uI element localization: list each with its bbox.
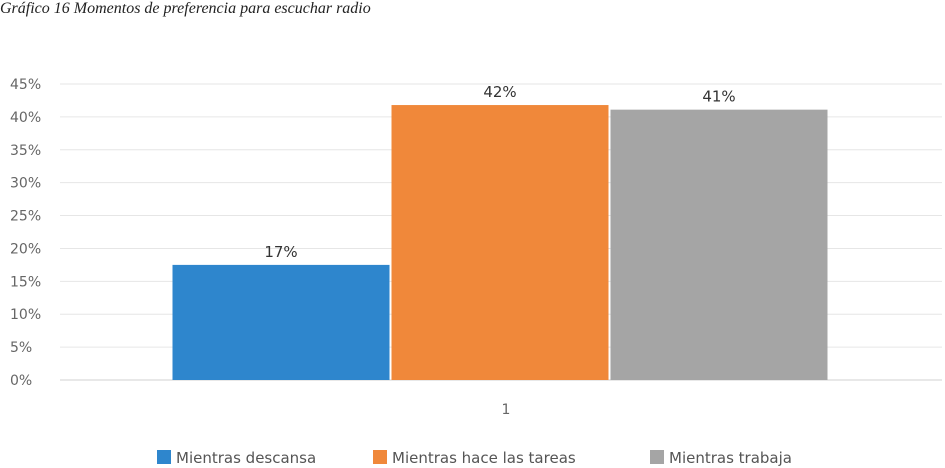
y-tick-label: 20% (10, 241, 41, 257)
y-tick-label: 10% (10, 307, 41, 323)
legend-swatch (650, 450, 664, 464)
y-axis-ticks: 0% 5% 10% 15% 20% 25% 30% 35% 40% 45% (10, 77, 41, 389)
y-tick-label: 5% (10, 340, 32, 356)
x-tick-label: 1 (502, 402, 511, 418)
legend-swatch (373, 450, 387, 464)
y-tick-label: 40% (10, 110, 41, 126)
bars (172, 105, 828, 381)
legend-label: Mientras descansa (176, 449, 316, 467)
data-labels: 17% 42% 41% (264, 83, 735, 261)
legend: Mientras descansa Mientras hace las tarea… (157, 449, 792, 467)
y-tick-label: 0% (10, 373, 32, 389)
x-axis-ticks: 1 (502, 402, 511, 418)
legend-label: Mientras hace las tareas (392, 449, 576, 467)
y-tick-label: 45% (10, 77, 41, 93)
y-tick-label: 25% (10, 209, 41, 225)
y-tick-label: 35% (10, 143, 41, 159)
legend-label: Mientras trabaja (669, 449, 792, 467)
data-label: 41% (702, 88, 735, 106)
y-tick-label: 30% (10, 176, 41, 192)
y-tick-label: 15% (10, 274, 41, 290)
data-label: 42% (483, 83, 516, 101)
bar-2 (391, 105, 609, 380)
bar-3 (610, 109, 828, 381)
legend-swatch (157, 450, 171, 464)
figure-caption: Gráfico 16 Momentos de preferencia para … (0, 0, 371, 17)
data-label: 17% (264, 243, 297, 261)
bar-1 (172, 264, 390, 380)
